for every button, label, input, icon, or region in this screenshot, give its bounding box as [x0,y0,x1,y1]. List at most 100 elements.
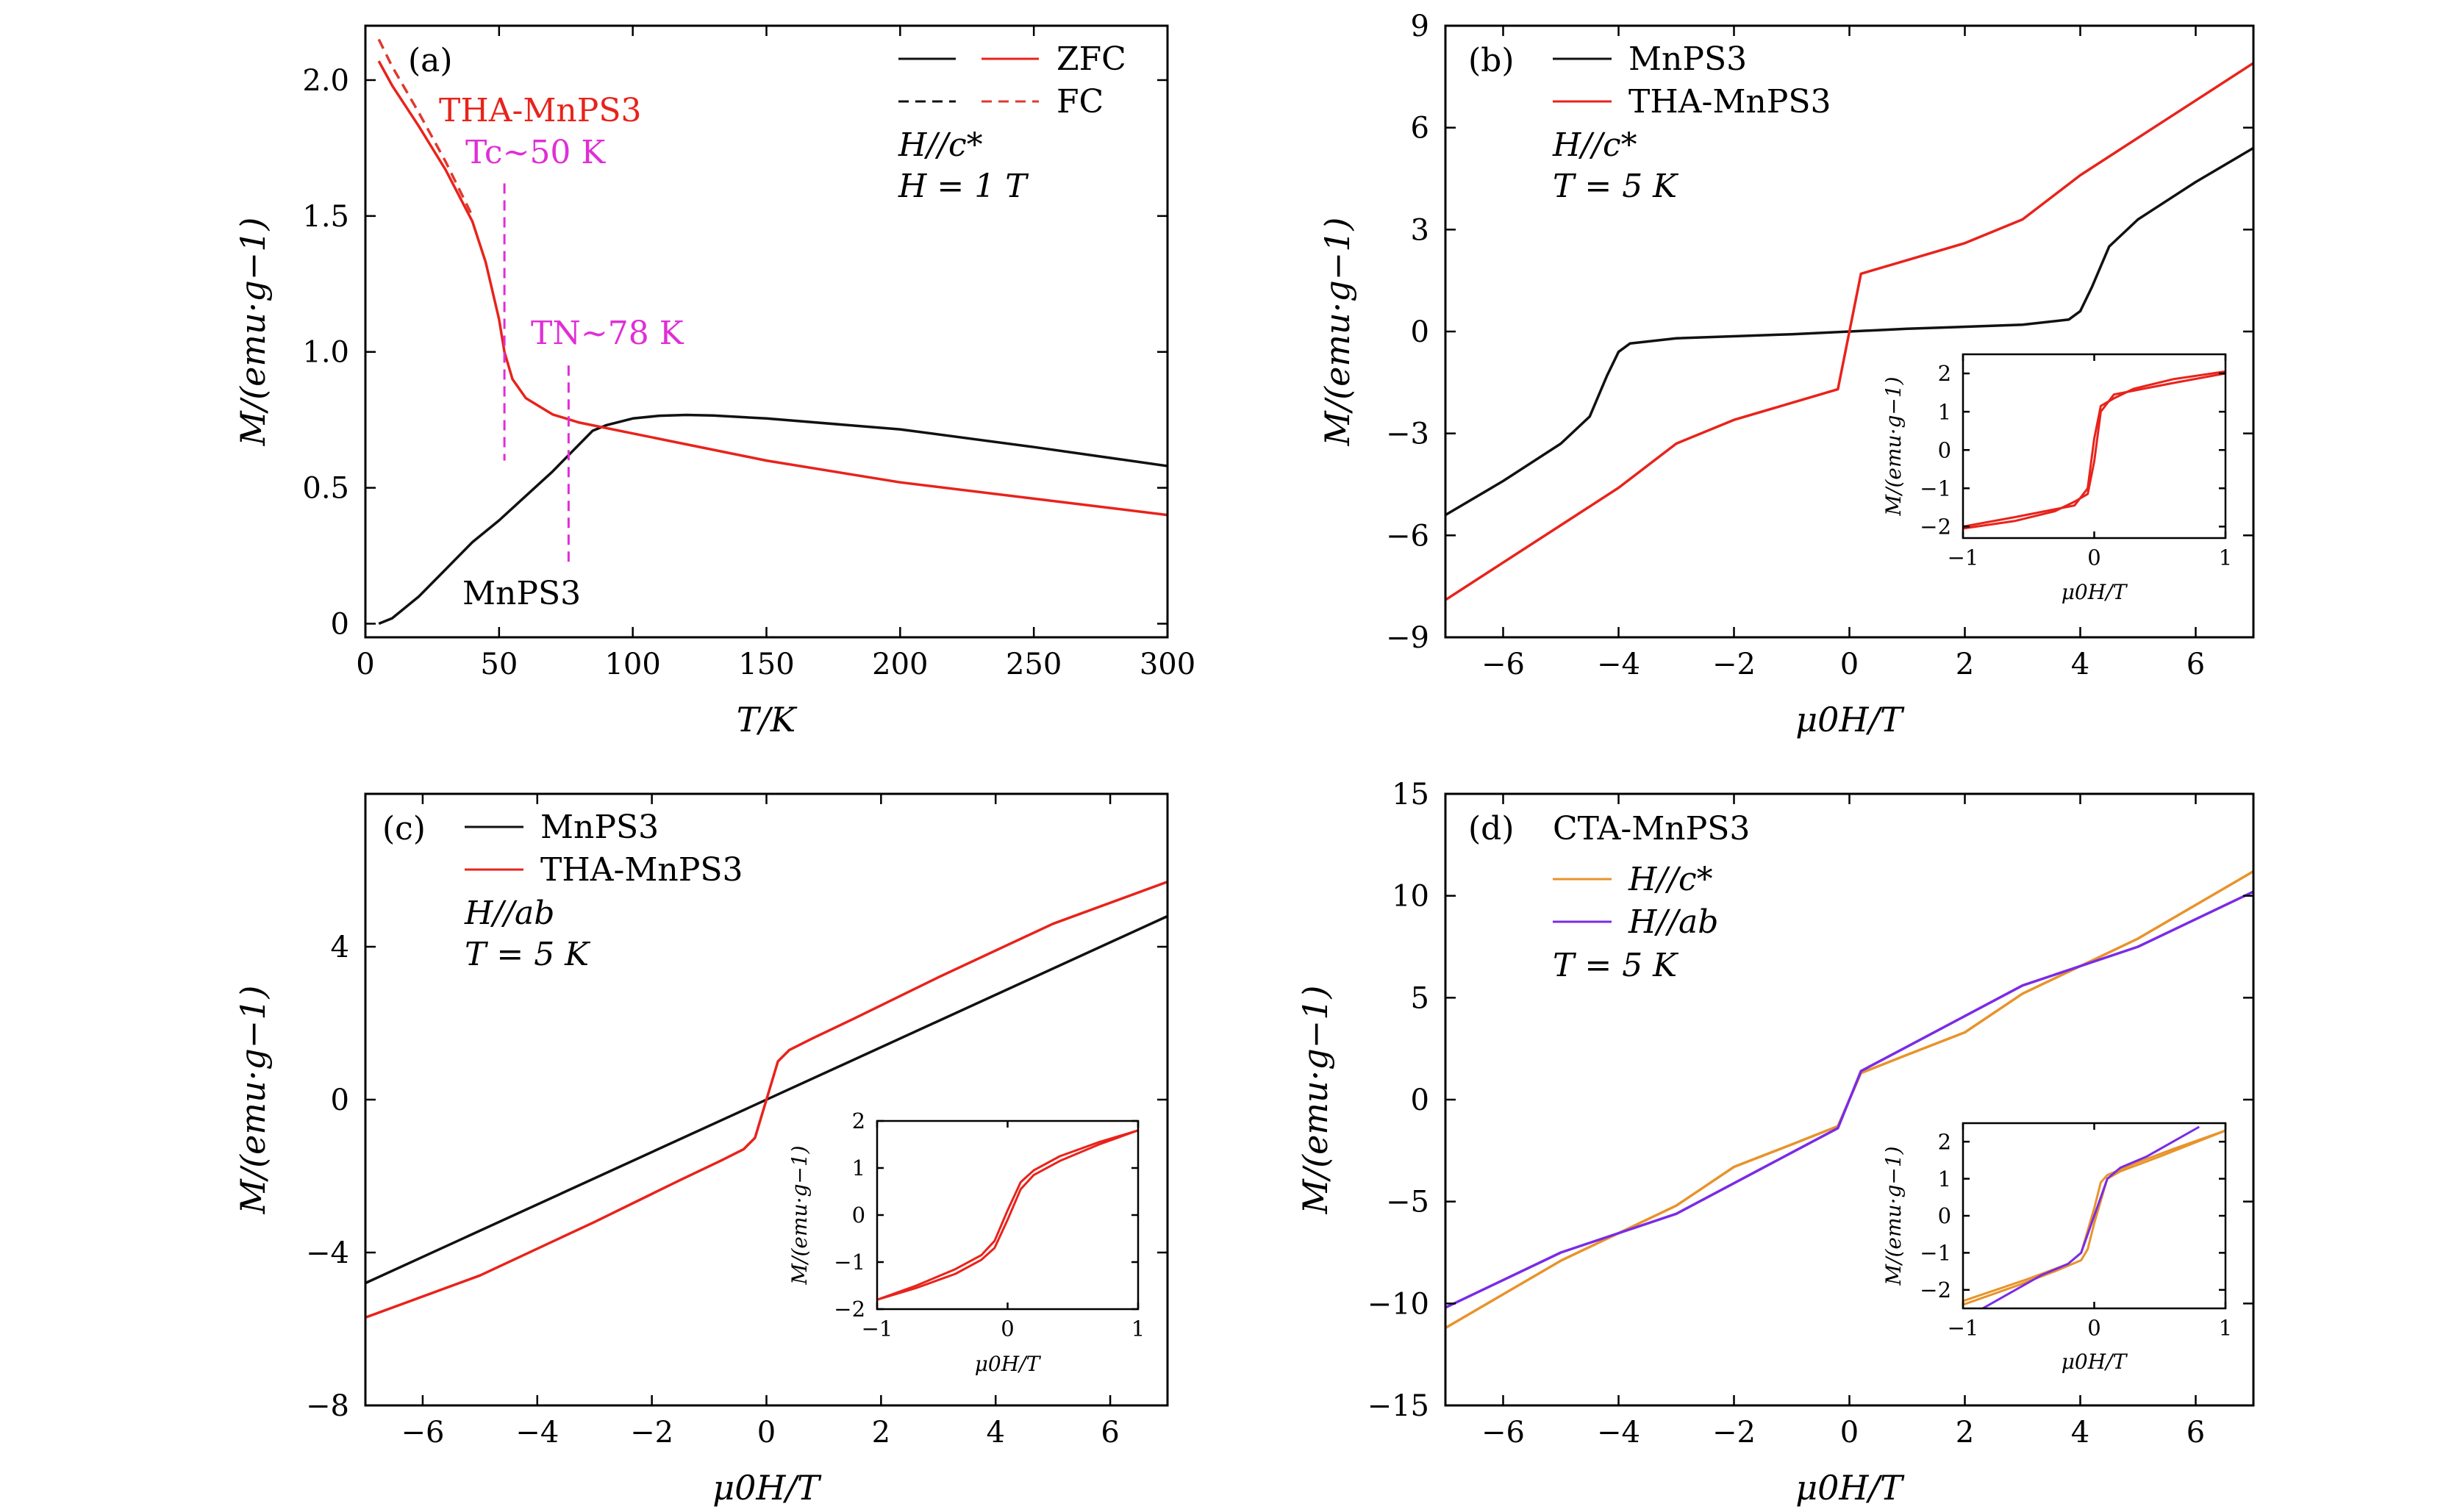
panel-b-inset-ytick-label: 1 [1938,399,1951,424]
panel-b-ylabel: M/(emu·g−1) [1317,218,1357,447]
panel-a-ticks: 0 50 100 150 200 250 300 0 0.5 1.0 1.5 2.0 [302,26,1195,681]
panel-d-ytick-label: 5 [1411,981,1429,1015]
panel-d-inset-xlabel: μ0H/T [2062,1350,2128,1374]
panel-b-label: (b) [1468,42,1515,79]
panel-a-series-tha-mnps3-zfc [377,60,1168,517]
panel-a-ytick-label: 1.0 [302,336,349,370]
panel-d-xtick-label: −4 [1597,1416,1640,1450]
panel-a-annotation-tc: Tc~50 K [465,134,606,171]
panel-c-inset-series-branch-down [877,1129,1138,1301]
panel-b-inset-ticks: −1 0 1 −2 −1 0 1 2 [1920,354,2232,570]
legend-a-fc-label: FC [1056,83,1104,121]
legend-d-c-label: H//c* [1628,861,1713,898]
panel-d-inset-ytick-label: −2 [1920,1278,1951,1303]
panel-b-ytick-label: 6 [1411,112,1429,146]
panel-a-xlabel: T/K [737,700,798,739]
panel-d-ytick-label: −15 [1367,1389,1429,1423]
panel-b-inset-xlabel: μ0H/T [2062,580,2128,604]
panel-a-xtick-label: 50 [480,648,518,681]
panel-a-ytick-label: 2.0 [302,64,349,98]
panel-d-ytick-label: −10 [1367,1287,1429,1321]
panel-d-ylabel: M/(emu·g−1) [1295,986,1335,1215]
panel-d-xtick-label: 4 [2071,1416,2089,1450]
panel-a: 0 50 100 150 200 250 300 0 0.5 1.0 1.5 2.0 (a) ZFC … [233,24,1195,739]
panel-a-condition-field-direction: H//c* [898,126,983,164]
panel-b-ytick-label: −6 [1386,519,1429,553]
panel-c-ylabel: M/(emu·g−1) [233,986,273,1215]
panel-a-legend: ZFC FC [898,40,1126,121]
panel-b-xtick-label: 0 [1840,648,1859,681]
panel-b-ytick-label: 0 [1411,315,1429,349]
panel-b-ytick-label: −9 [1386,621,1429,655]
panel-d-inset: −1 0 1 −2 −1 0 1 2 μ0H/T M/(emu·g−1) [1881,1122,2232,1374]
panel-b-xtick-label: 6 [2187,648,2205,681]
panel-d-xtick-label: 0 [1840,1416,1859,1450]
panel-d-inset-ytick-label: 2 [1938,1129,1951,1154]
panel-b-inset-xtick-label: 0 [2087,545,2100,570]
panel-d-xtick-label: 2 [1956,1416,1974,1450]
panel-c-condition-field-direction: H//ab [464,895,554,932]
panel-b-inset-series-branch-up [1963,370,2225,528]
panel-c-inset-ylabel: M/(emu·g−1) [787,1145,812,1285]
panel-c-xtick-label: 0 [757,1416,776,1450]
panel-d-marks [1445,870,2253,1330]
panel-a-xtick-label: 300 [1140,648,1195,681]
panel-b-xtick-label: 2 [1956,648,1974,681]
panel-a-annotation-mnps3: MnPS3 [462,575,581,612]
panel-b-ytick-label: 3 [1411,213,1429,247]
legend-c-mnps3-label: MnPS3 [540,809,659,846]
panel-c-ticks: −6 −4 −2 0 2 4 6 −8 −4 0 4 [306,794,1168,1450]
panel-c-xtick-label: −2 [630,1416,673,1450]
panel-b-ticks: −6 −4 −2 0 2 4 6 −9 −6 −3 0 3 6 9 [1386,10,2253,681]
panel-b-condition-field-direction: H//c* [1552,126,1637,164]
panel-a-xtick-label: 150 [738,648,794,681]
panel-b-ytick-label: 9 [1411,10,1429,43]
panel-d-ytick-label: 0 [1411,1083,1429,1117]
panel-c-condition-temperature: T = 5 K [465,936,590,973]
panel-d-title: CTA-MnPS3 [1553,810,1750,848]
panel-d-inset-xtick-label: 1 [2219,1315,2232,1340]
panel-a-condition-field-strength: H = 1 T [898,168,1029,205]
panel-b-inset-ytick-label: 2 [1938,361,1951,386]
panel-d-ytick-label: 10 [1392,880,1429,914]
panel-d-inset-xtick-label: 0 [2087,1315,2100,1340]
panel-c-xtick-label: −6 [401,1416,444,1450]
panel-d-ytick-label: 15 [1392,778,1429,811]
panel-b-xtick-label: −4 [1597,648,1640,681]
panel-c-legend: MnPS3 THA-MnPS3 [465,809,743,889]
panel-b-xlabel: μ0H/T [1795,700,1905,739]
panel-c-ytick-label: −8 [306,1389,349,1423]
panel-b-inset-ytick-label: 0 [1938,437,1951,462]
panel-b-inset-ylabel: M/(emu·g−1) [1881,376,1906,516]
panel-b-ytick-label: −3 [1386,418,1429,451]
panel-b-inset-ytick-label: −2 [1920,515,1951,540]
panel-d-xtick-label: −6 [1481,1416,1525,1450]
legend-b-mnps3-label: MnPS3 [1628,40,1747,78]
panel-d-xlabel: μ0H/T [1795,1468,1905,1508]
panel-c-inset-ytick-label: −1 [834,1250,865,1275]
panel-d-legend: H//c* H//ab [1553,861,1718,941]
panel-a-series-tha-mnps3-fc [377,38,474,217]
panel-b-inset-xtick-label: −1 [1948,545,1979,570]
panel-c-ytick-label: 0 [331,1083,349,1117]
panel-c-inset-xtick-label: 0 [1001,1316,1014,1341]
panel-c-label: (c) [382,810,426,848]
panel-d-inset-ytick-label: −1 [1920,1241,1951,1266]
panel-d-inset-ticks: −1 0 1 −2 −1 0 1 2 [1920,1123,2232,1340]
legend-d-ab-label: H//ab [1628,903,1718,941]
panel-d-label: (d) [1468,810,1515,848]
panel-c-inset-ytick-label: 2 [852,1108,865,1133]
panel-a-xtick-label: 100 [604,648,660,681]
panel-b-series-tha-mnps3 [1445,62,2253,601]
panel-d-inset-series-h-ab [1982,1125,2200,1308]
panel-c-inset-marks [877,1129,1138,1301]
panel-b-marks [1445,62,2253,601]
panel-c: −6 −4 −2 0 2 4 6 −8 −4 0 4 (c) MnPS3 THA-MnPS3 H//… [233,792,1169,1508]
panel-b-inset-ytick-label: −1 [1920,476,1951,501]
panel-c-inset-xtick-label: −1 [862,1316,893,1341]
panel-b-xtick-label: 4 [2071,648,2089,681]
panel-c-inset-ytick-label: 1 [852,1156,865,1180]
panel-d-inset-marks [1963,1125,2225,1308]
panel-b: −6 −4 −2 0 2 4 6 −9 −6 −3 0 3 6 9 (b) MnPS3 THA-MnPS3… [1317,10,2255,739]
panel-c-xtick-label: −4 [515,1416,559,1450]
